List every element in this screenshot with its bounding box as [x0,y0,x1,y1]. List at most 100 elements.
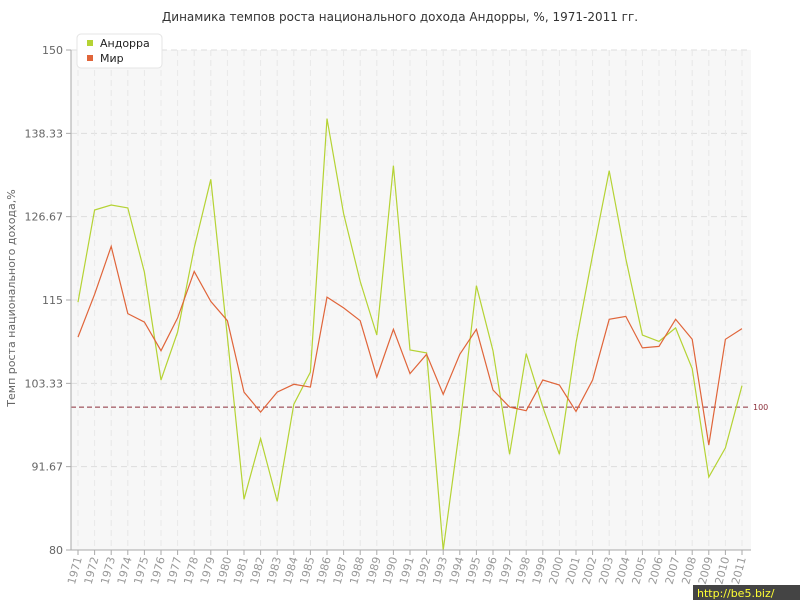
data-point-andorra[interactable] [241,496,247,502]
data-point-andorra[interactable] [374,332,380,338]
data-point-andorra[interactable] [291,401,297,407]
data-point-andorra[interactable] [357,278,363,284]
data-point-andorra[interactable] [523,351,529,357]
data-point-andorra[interactable] [739,383,745,389]
watermark[interactable]: http://be5.biz/ [693,585,800,600]
data-point-andorra[interactable] [457,424,463,430]
data-point-world[interactable] [208,298,214,304]
legend-swatch-andorra [87,40,93,46]
data-point-world[interactable] [573,408,579,414]
data-point-world[interactable] [407,371,413,377]
data-point-world[interactable] [125,311,131,317]
legend: Андорра Мир [76,33,163,69]
y-tick-label: 80 [49,544,63,557]
watermark-link[interactable]: http://be5.biz/ [697,587,775,600]
data-point-world[interactable] [324,294,330,300]
data-point-world[interactable] [175,315,181,321]
data-point-world[interactable] [341,305,347,311]
data-point-world[interactable] [473,326,479,332]
data-point-world[interactable] [606,316,612,322]
y-tick-label: 91.67 [32,461,64,474]
data-point-andorra[interactable] [590,252,596,258]
data-point-andorra[interactable] [473,283,479,289]
data-point-andorra[interactable] [125,205,131,211]
reference-line-group: 100 [71,403,768,412]
data-point-world[interactable] [540,377,546,383]
data-point-world[interactable] [307,384,313,390]
data-point-andorra[interactable] [689,366,695,372]
data-point-world[interactable] [141,319,147,325]
data-point-andorra[interactable] [573,340,579,346]
data-point-world[interactable] [274,389,280,395]
data-point-andorra[interactable] [141,269,147,275]
data-point-world[interactable] [673,316,679,322]
data-point-andorra[interactable] [722,445,728,451]
x-tick-label: 2011 [729,555,749,585]
data-point-andorra[interactable] [706,474,712,480]
data-point-world[interactable] [357,318,363,324]
series-line-world[interactable] [77,244,743,446]
data-point-andorra[interactable] [274,498,280,504]
data-point-andorra[interactable] [341,211,347,217]
data-point-andorra[interactable] [208,176,214,182]
y-tick-label: 103.33 [25,377,64,390]
data-point-world[interactable] [556,382,562,388]
data-point-world[interactable] [92,291,98,297]
data-point-andorra[interactable] [75,299,81,305]
data-point-world[interactable] [440,391,446,397]
data-point-andorra[interactable] [258,436,264,442]
data-point-andorra[interactable] [108,202,114,208]
data-point-andorra[interactable] [540,404,546,410]
data-point-world[interactable] [158,348,164,354]
data-point-andorra[interactable] [191,245,197,251]
data-point-world[interactable] [706,442,712,448]
data-point-world[interactable] [258,409,264,415]
data-point-world[interactable] [722,336,728,342]
data-point-andorra[interactable] [623,256,629,262]
data-point-andorra[interactable] [324,116,330,122]
data-point-andorra[interactable] [224,334,230,340]
data-point-world[interactable] [739,326,745,332]
data-point-world[interactable] [374,374,380,380]
data-point-andorra[interactable] [407,347,413,353]
data-point-andorra[interactable] [490,348,496,354]
reference-line-label: 100 [753,403,768,412]
data-point-andorra[interactable] [556,451,562,457]
series-line-andorra[interactable] [77,118,743,551]
data-point-world[interactable] [490,387,496,393]
x-tick-labels: 1971197219731974197519761977197819791980… [65,550,749,586]
data-point-world[interactable] [390,326,396,332]
data-point-world[interactable] [656,343,662,349]
y-axis-title: Темп роста национального дохода,% [5,189,18,407]
data-point-world[interactable] [623,313,629,319]
legend-label-andorra[interactable]: Андорра [100,37,150,50]
data-point-world[interactable] [507,404,513,410]
data-point-world[interactable] [590,377,596,383]
data-point-world[interactable] [424,351,430,357]
legend-label-world[interactable]: Мир [100,52,124,65]
data-point-world[interactable] [639,345,645,351]
data-point-world[interactable] [75,334,81,340]
data-point-world[interactable] [689,336,695,342]
data-point-andorra[interactable] [175,329,181,335]
data-point-world[interactable] [108,243,114,249]
y-tick-label: 126.67 [25,211,64,224]
data-point-world[interactable] [457,351,463,357]
data-point-world[interactable] [191,268,197,274]
y-tick-label: 138.33 [25,127,64,140]
data-point-andorra[interactable] [507,451,513,457]
data-point-world[interactable] [291,381,297,387]
data-point-world[interactable] [241,389,247,395]
data-point-andorra[interactable] [92,207,98,213]
data-point-andorra[interactable] [390,163,396,169]
y-tick-label: 115 [42,294,63,307]
legend-box [76,33,163,69]
data-point-world[interactable] [523,408,529,414]
data-point-andorra[interactable] [606,168,612,174]
chart-title: Динамика темпов роста национального дохо… [162,10,638,24]
data-point-andorra[interactable] [673,325,679,331]
data-point-andorra[interactable] [639,332,645,338]
data-point-world[interactable] [224,318,230,324]
data-point-andorra[interactable] [158,377,164,383]
